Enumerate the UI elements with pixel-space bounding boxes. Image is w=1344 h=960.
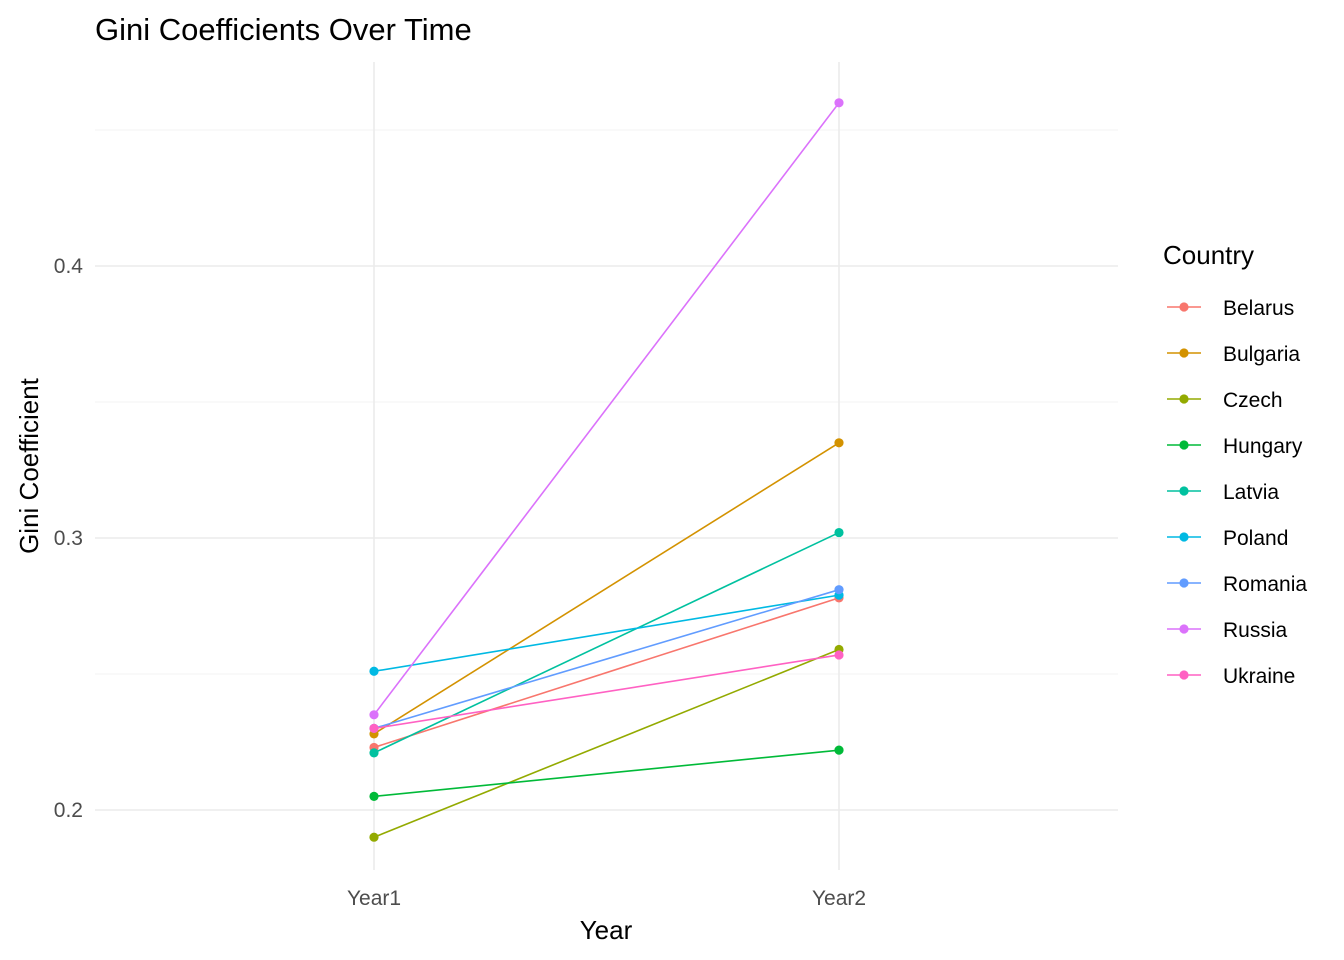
- data-point: [834, 438, 844, 448]
- legend-label: Belarus: [1223, 297, 1294, 320]
- series-line: [373, 597, 840, 749]
- legend-label: Ukraine: [1223, 665, 1295, 688]
- data-point: [369, 832, 379, 842]
- y-tick-label: 0.2: [54, 799, 83, 822]
- x-tick-label: Year2: [812, 887, 866, 910]
- data-point: [834, 650, 844, 660]
- legend-label: Czech: [1223, 389, 1283, 412]
- grid-lines: [95, 62, 1118, 870]
- data-point: [369, 748, 379, 758]
- data-point: [369, 710, 379, 720]
- data-point: [369, 723, 379, 734]
- series-line: [373, 588, 840, 730]
- legend-key-point: [1179, 578, 1189, 588]
- legend-item-romania: Romania: [1167, 573, 1307, 596]
- legend-title: Country: [1163, 240, 1254, 270]
- series-line: [373, 594, 840, 673]
- legend-item-bulgaria: Bulgaria: [1167, 343, 1300, 366]
- legend-item-hungary: Hungary: [1167, 435, 1303, 458]
- series-bulgaria: [369, 438, 844, 739]
- x-axis-title: Year: [580, 915, 633, 945]
- legend-label: Bulgaria: [1223, 343, 1300, 366]
- series-latvia: [369, 527, 844, 758]
- legend-label: Poland: [1223, 527, 1288, 550]
- series-line: [373, 648, 840, 838]
- legend: Country Belarus Bulgaria Czech Hungary Latvi…: [1163, 240, 1307, 688]
- legend-items: Belarus Bulgaria Czech Hungary Latvia Poland R…: [1167, 297, 1307, 688]
- legend-label: Latvia: [1223, 481, 1279, 504]
- legend-item-poland: Poland: [1167, 527, 1288, 550]
- y-tick-label: 0.3: [54, 527, 83, 550]
- legend-key-point: [1179, 440, 1189, 450]
- data-point: [834, 745, 844, 755]
- chart-title: Gini Coefficients Over Time: [95, 12, 472, 47]
- data-point: [369, 666, 379, 676]
- series-russia: [369, 98, 844, 720]
- series-belarus: [369, 593, 844, 753]
- legend-item-ukraine: Ukraine: [1167, 665, 1295, 688]
- data-point: [369, 791, 379, 802]
- legend-item-latvia: Latvia: [1167, 481, 1279, 504]
- legend-item-czech: Czech: [1167, 389, 1283, 412]
- legend-key-point: [1179, 624, 1189, 634]
- series-line: [373, 442, 840, 735]
- series-ukraine: [369, 650, 844, 734]
- series-lines: [369, 98, 844, 842]
- data-point: [834, 585, 844, 595]
- series-poland: [369, 590, 844, 676]
- data-point: [834, 98, 844, 108]
- data-point: [834, 527, 844, 538]
- series-line: [373, 749, 840, 798]
- legend-item-belarus: Belarus: [1167, 297, 1294, 320]
- series-line: [373, 531, 840, 754]
- series-hungary: [369, 745, 844, 802]
- axis-tick-labels: 0.2 0.3 0.4 Year1 Year2: [54, 255, 866, 910]
- x-tick-label: Year1: [347, 887, 401, 910]
- legend-key-point: [1179, 670, 1189, 680]
- series-line: [373, 102, 840, 716]
- y-tick-label: 0.4: [54, 255, 84, 278]
- legend-label: Russia: [1223, 619, 1288, 642]
- legend-key-point: [1179, 302, 1189, 312]
- series-line: [373, 654, 840, 730]
- legend-item-russia: Russia: [1167, 619, 1288, 642]
- legend-key-point: [1179, 394, 1189, 404]
- y-axis-title: Gini Coefficient: [14, 377, 44, 554]
- series-romania: [369, 585, 844, 734]
- legend-label: Hungary: [1223, 435, 1303, 458]
- legend-label: Romania: [1223, 573, 1307, 596]
- legend-key-point: [1179, 486, 1189, 496]
- legend-key-point: [1179, 532, 1189, 542]
- legend-key-point: [1179, 348, 1189, 358]
